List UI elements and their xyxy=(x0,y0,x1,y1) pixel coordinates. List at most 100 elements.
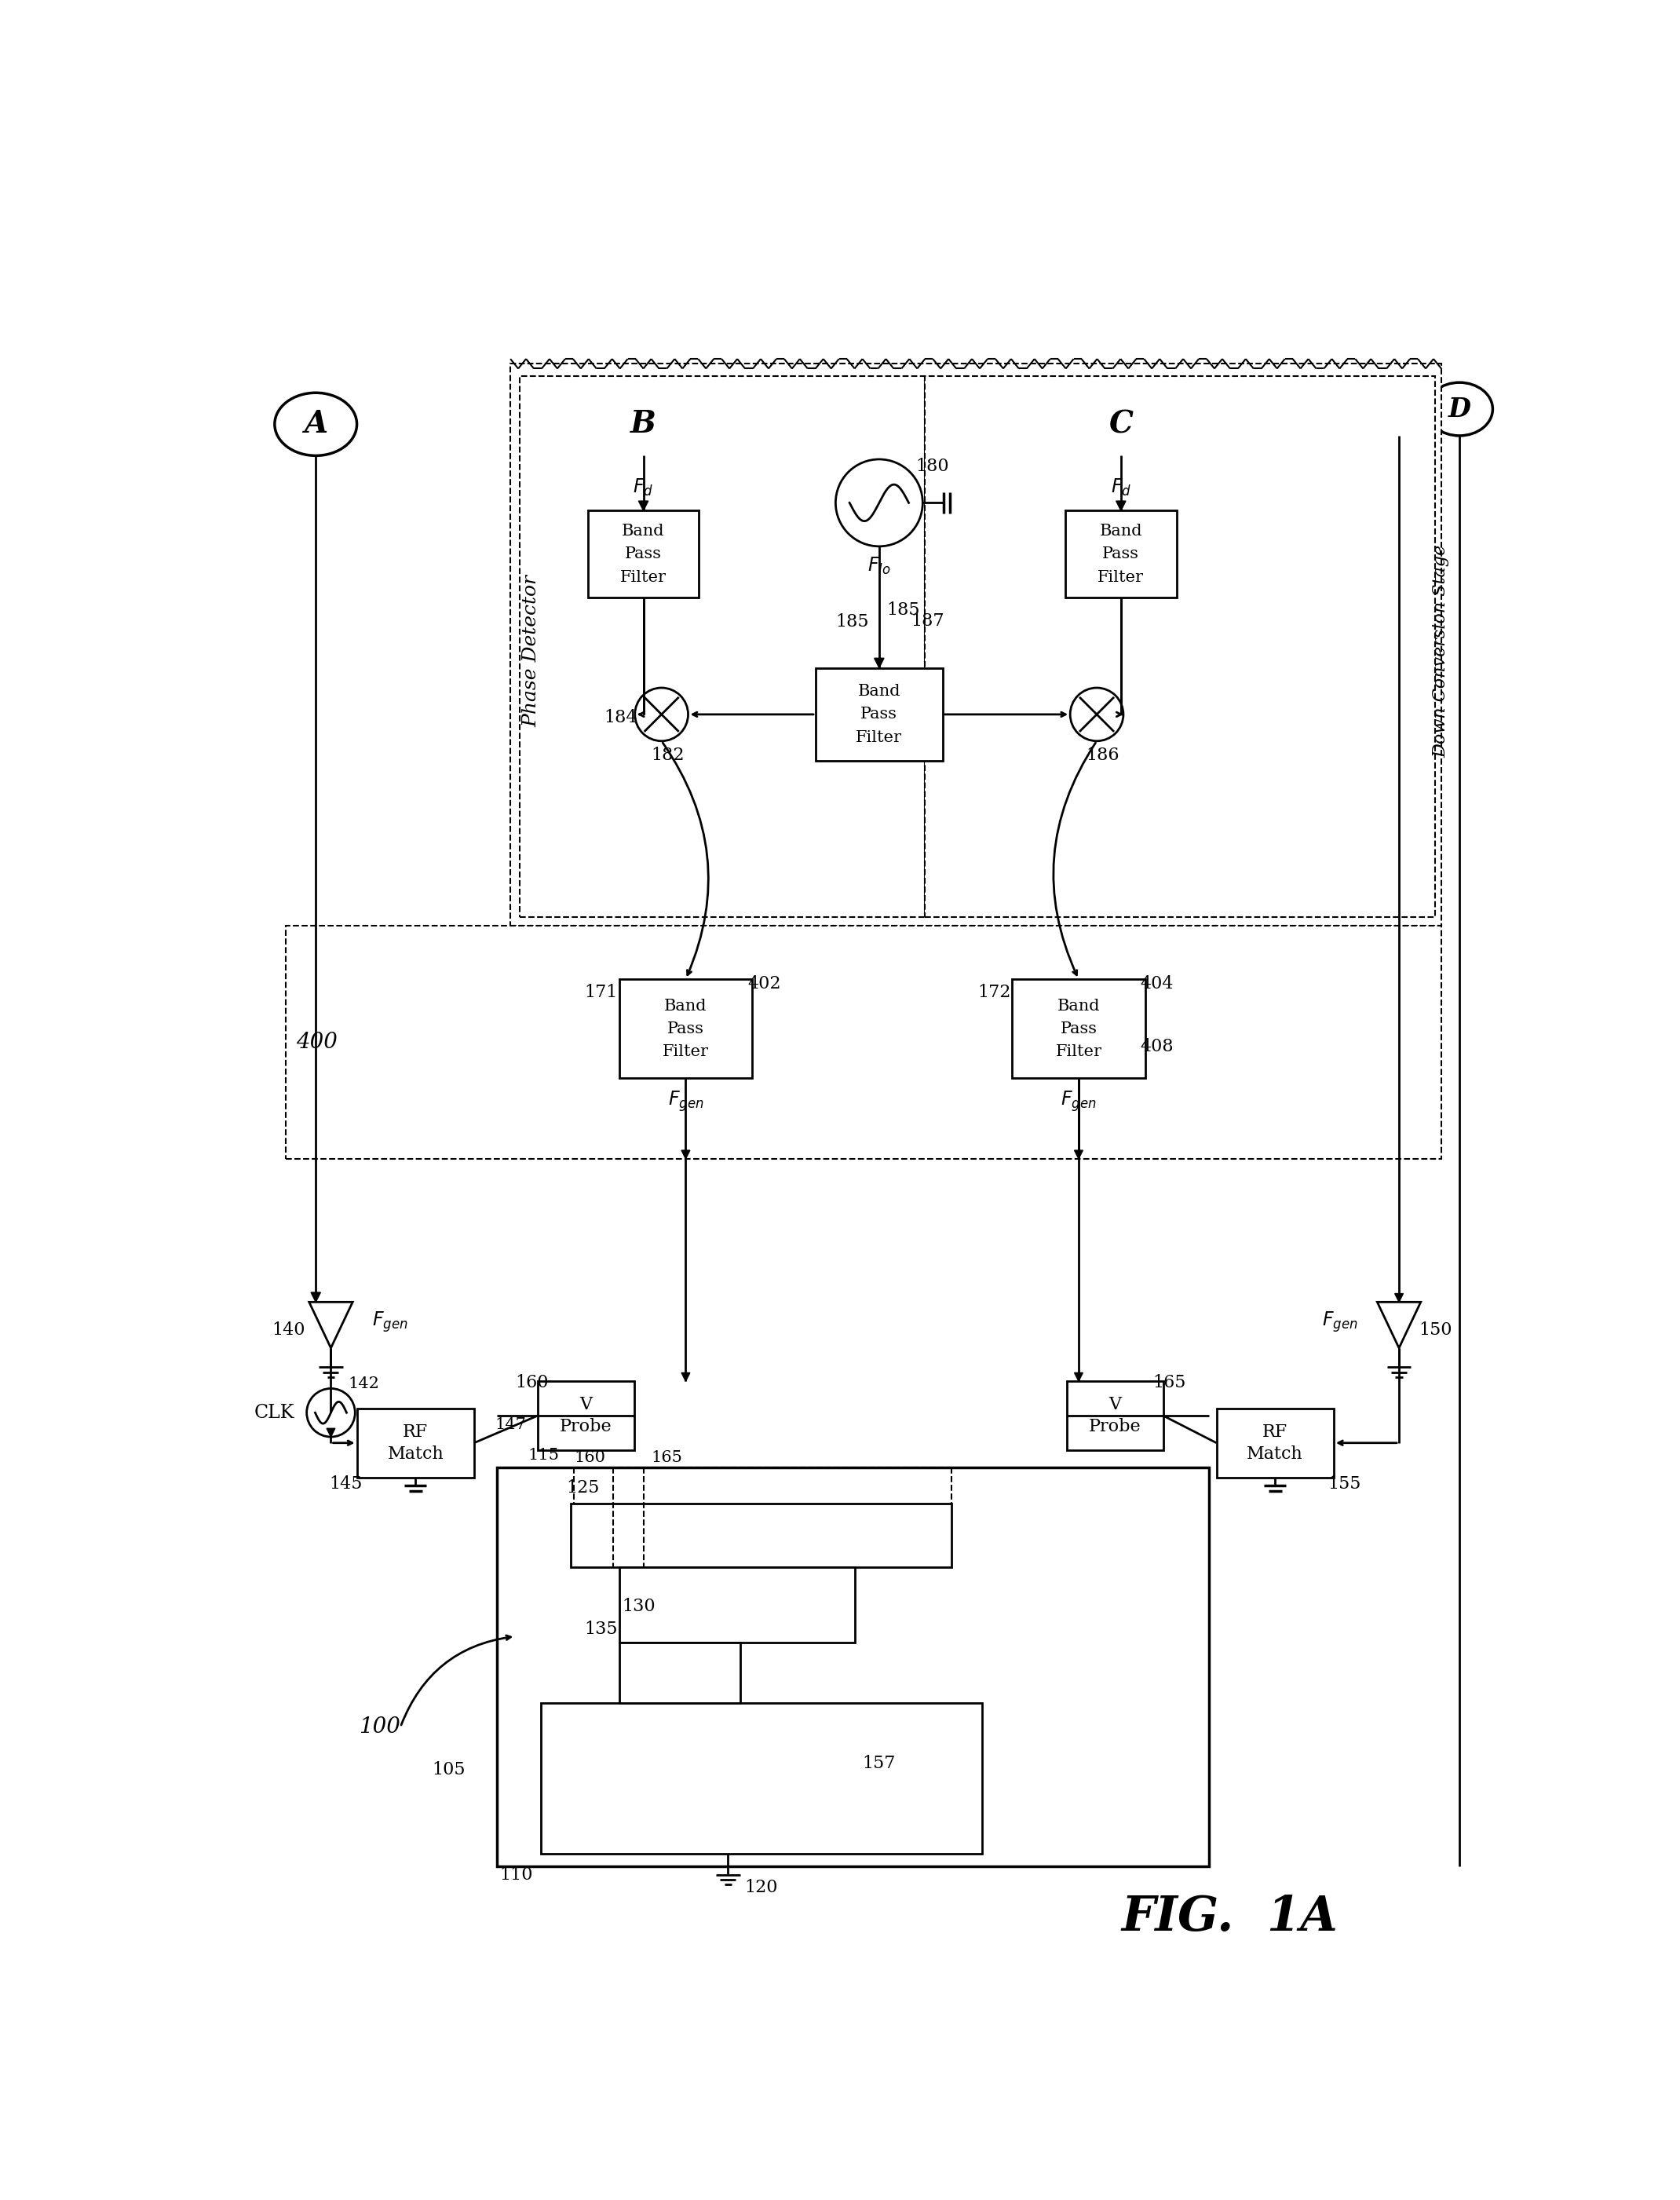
Text: 165: 165 xyxy=(1152,1373,1186,1390)
Bar xyxy=(620,979,753,1078)
Text: 185: 185 xyxy=(887,601,921,618)
Bar xyxy=(588,510,699,598)
Text: 147: 147 xyxy=(494,1417,526,1432)
Ellipse shape xyxy=(603,394,684,455)
Ellipse shape xyxy=(274,394,356,455)
Circle shape xyxy=(1070,689,1124,741)
Text: 184: 184 xyxy=(603,708,637,726)
Bar xyxy=(511,363,1441,926)
Text: C: C xyxy=(1109,409,1132,440)
Bar xyxy=(1216,1408,1334,1478)
Text: RF: RF xyxy=(1262,1423,1287,1441)
Text: 187: 187 xyxy=(911,612,944,629)
Text: 186: 186 xyxy=(1085,746,1119,763)
Polygon shape xyxy=(309,1302,353,1349)
Text: 125: 125 xyxy=(566,1481,600,1496)
Text: Match: Match xyxy=(388,1445,444,1463)
Text: Filter: Filter xyxy=(1097,570,1144,585)
Text: Pass: Pass xyxy=(667,1021,704,1036)
Text: Pass: Pass xyxy=(1060,1021,1097,1036)
Text: 408: 408 xyxy=(1141,1038,1174,1056)
Text: Band: Band xyxy=(858,684,900,700)
Text: Pass: Pass xyxy=(625,548,662,561)
Text: $F_{gen}$: $F_{gen}$ xyxy=(1060,1089,1097,1113)
Text: FIG.  1A: FIG. 1A xyxy=(1122,1894,1337,1940)
Text: A: A xyxy=(304,409,328,440)
Text: Band: Band xyxy=(1057,999,1100,1014)
Text: 100: 100 xyxy=(358,1716,400,1738)
Text: 142: 142 xyxy=(348,1377,380,1390)
Text: 130: 130 xyxy=(622,1597,655,1615)
Text: Band: Band xyxy=(664,999,707,1014)
Text: $F_{gen}$: $F_{gen}$ xyxy=(667,1089,704,1113)
Text: V: V xyxy=(580,1397,593,1412)
Text: Probe: Probe xyxy=(559,1419,612,1434)
Text: 150: 150 xyxy=(1418,1322,1452,1338)
Polygon shape xyxy=(1378,1302,1421,1349)
Circle shape xyxy=(835,460,922,546)
Text: Filter: Filter xyxy=(620,570,667,585)
Circle shape xyxy=(635,689,689,741)
Text: D: D xyxy=(1448,396,1470,422)
Bar xyxy=(1065,510,1176,598)
Text: 165: 165 xyxy=(652,1450,682,1465)
Bar xyxy=(541,1703,981,1855)
Polygon shape xyxy=(1075,1373,1084,1382)
Text: 400: 400 xyxy=(296,1032,338,1054)
Bar xyxy=(519,376,924,917)
Polygon shape xyxy=(874,658,884,669)
Bar xyxy=(620,1643,741,1703)
Bar xyxy=(620,1566,855,1643)
Polygon shape xyxy=(311,1291,321,1302)
Polygon shape xyxy=(326,1428,334,1437)
Text: $F_{gen}$: $F_{gen}$ xyxy=(1322,1309,1357,1333)
Text: 135: 135 xyxy=(585,1621,618,1637)
Text: Probe: Probe xyxy=(1089,1419,1141,1434)
Polygon shape xyxy=(638,502,648,510)
Polygon shape xyxy=(1075,1151,1084,1159)
Text: 160: 160 xyxy=(575,1450,606,1465)
Polygon shape xyxy=(682,1373,690,1382)
Text: 171: 171 xyxy=(585,983,618,1001)
Text: 145: 145 xyxy=(329,1476,363,1492)
Text: B: B xyxy=(630,409,657,440)
Bar xyxy=(356,1408,474,1478)
Text: 402: 402 xyxy=(748,975,781,992)
Bar xyxy=(1011,979,1146,1078)
Text: 155: 155 xyxy=(1327,1476,1361,1492)
Text: RF: RF xyxy=(403,1423,428,1441)
Text: 120: 120 xyxy=(744,1879,778,1896)
Text: $F_d$: $F_d$ xyxy=(1110,477,1131,497)
Circle shape xyxy=(307,1388,354,1437)
Text: Filter: Filter xyxy=(662,1045,709,1058)
Text: 157: 157 xyxy=(862,1756,895,1771)
Text: $F_{lo}$: $F_{lo}$ xyxy=(867,557,890,576)
Text: Down Conversion Stage: Down Conversion Stage xyxy=(1433,543,1450,757)
Bar xyxy=(924,376,1435,917)
Text: Pass: Pass xyxy=(860,706,897,722)
Bar xyxy=(1067,1382,1163,1450)
Text: Band: Band xyxy=(622,524,665,539)
Text: 115: 115 xyxy=(528,1448,559,1463)
Text: $F_{gen}$: $F_{gen}$ xyxy=(371,1309,408,1333)
Text: 160: 160 xyxy=(514,1373,548,1390)
Text: Pass: Pass xyxy=(1102,548,1139,561)
Ellipse shape xyxy=(1426,383,1494,436)
Text: 185: 185 xyxy=(835,614,869,631)
Text: V: V xyxy=(1109,1397,1121,1412)
Polygon shape xyxy=(682,1151,690,1159)
Text: Phase Detector: Phase Detector xyxy=(522,574,541,726)
Bar xyxy=(816,669,942,761)
Text: Match: Match xyxy=(1247,1445,1304,1463)
Text: 180: 180 xyxy=(916,458,949,475)
Bar xyxy=(497,1467,1208,1866)
Text: Band: Band xyxy=(1099,524,1142,539)
Polygon shape xyxy=(1394,1294,1403,1302)
Polygon shape xyxy=(1116,502,1126,510)
Text: 110: 110 xyxy=(499,1866,533,1883)
Bar xyxy=(571,1503,951,1566)
Bar xyxy=(286,926,1441,1159)
Text: Filter: Filter xyxy=(1055,1045,1102,1058)
Text: 404: 404 xyxy=(1141,975,1174,992)
Text: CLK: CLK xyxy=(254,1404,294,1421)
